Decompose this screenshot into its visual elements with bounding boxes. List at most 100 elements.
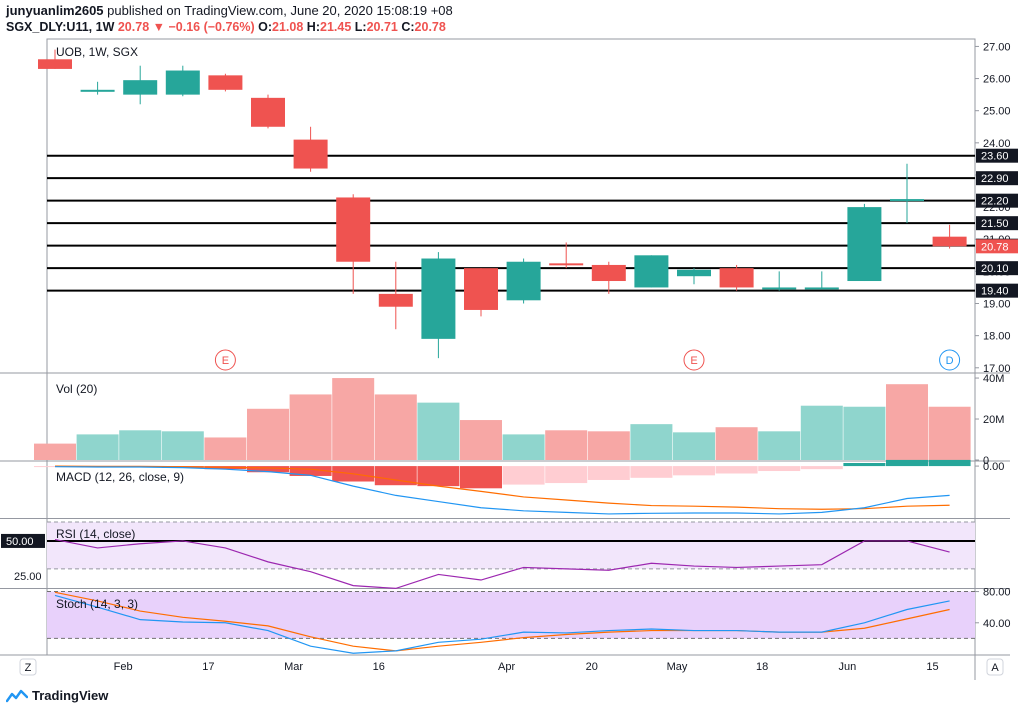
candle-body[interactable] [847,207,882,282]
volume-bar[interactable] [715,427,758,460]
time-tick-label: Mar [284,661,303,673]
volume-bar[interactable] [374,394,417,460]
time-tick-label: 18 [756,661,768,673]
candle-body[interactable] [634,255,669,288]
price-badge-label: 22.20 [981,196,1009,208]
candle-body[interactable] [165,70,200,95]
event-marker-label: D [946,355,954,367]
price-badge [976,193,1018,208]
autoscale-a-button[interactable] [986,658,1004,676]
macd-histogram-bar[interactable] [928,459,971,467]
time-tick-label: Feb [114,661,133,673]
macd-histogram-bar[interactable] [374,466,417,486]
tradingview-brand[interactable]: TradingView [6,688,108,703]
candle-body[interactable] [890,199,924,202]
macd-histogram-bar[interactable] [460,466,502,489]
price-tick-label: 27.00 [983,41,1011,53]
macd-histogram-bar[interactable] [502,466,545,485]
candle-body[interactable] [677,269,711,277]
stoch-k-line[interactable] [54,594,950,654]
macd-histogram-bar[interactable] [843,463,886,467]
volume-bar[interactable] [587,431,630,460]
volume-bar[interactable] [161,431,204,460]
candle-body[interactable] [804,287,839,290]
macd-histogram-bar[interactable] [715,466,758,474]
time-tick-label: 17 [202,661,214,673]
volume-bar[interactable] [758,431,801,460]
price-tick-label: 18.00 [983,331,1011,343]
volume-bar[interactable] [928,406,971,460]
event-marker-circle[interactable] [939,349,961,371]
volume-bar[interactable] [417,402,460,460]
macd-histogram-bar[interactable] [587,466,630,480]
candle-body[interactable] [378,293,413,307]
volume-bar[interactable] [247,408,289,460]
macd-histogram-bar[interactable] [545,466,588,484]
price-badge-label: 23.60 [981,151,1009,163]
candle-body[interactable] [421,258,456,339]
volume-bar[interactable] [204,437,247,460]
macd-histogram-bar[interactable] [630,466,673,478]
candle-body[interactable] [293,139,328,169]
rsi-line[interactable] [54,538,950,590]
stoch-band [47,591,975,639]
volume-bar[interactable] [843,406,886,460]
volume-bar[interactable] [34,443,76,460]
candle-body[interactable] [336,197,371,262]
price-badge-label: 21.50 [981,218,1009,230]
rsi-legend: RSI (14, close) [56,527,135,541]
volume-bar[interactable] [886,384,928,460]
macd-histogram-bar[interactable] [417,466,460,487]
price-badge [976,216,1018,231]
time-tick-label: May [667,661,688,673]
candle-body[interactable] [80,89,115,92]
publisher-user[interactable]: junyuanlim2605 [6,3,104,18]
macd-histogram-bar[interactable] [289,466,332,476]
macd-histogram-bar[interactable] [247,466,289,473]
brand-label: TradingView [32,688,109,703]
volume-bar[interactable] [460,420,502,460]
low-label: L: [354,20,367,34]
macd-histogram-bar[interactable] [886,459,928,467]
price-badge [976,239,1018,254]
candle-body[interactable] [251,97,285,127]
macd-histogram-bar[interactable] [758,466,801,472]
event-marker-circle[interactable] [683,349,705,371]
autoscale-z-button[interactable] [19,658,37,676]
volume-bar[interactable] [673,432,715,460]
candle-body[interactable] [123,80,158,95]
candle-body[interactable] [549,263,584,266]
price-tick-label: 24.00 [983,138,1011,150]
volume-bar[interactable] [545,430,588,460]
price-badge-label: 20.78 [981,241,1009,253]
ohlc-line: SGX_DLY:U11, 1W 20.78 ▼ −0.16 (−0.76%) O… [6,20,446,34]
candle-body[interactable] [932,236,967,247]
event-marker-circle[interactable] [214,349,236,371]
volume-bar[interactable] [800,405,843,460]
volume-bar[interactable] [332,378,375,460]
volume-bar[interactable] [289,394,332,460]
candle-body[interactable] [719,268,754,288]
candle-body[interactable] [208,75,243,90]
volume-bar[interactable] [502,434,545,460]
candle-body[interactable] [591,264,626,282]
candle-body[interactable] [762,287,797,290]
main-legend: UOB, 1W, SGX [56,45,138,59]
macd-signal-line[interactable] [54,465,950,510]
high-value: 21.45 [320,20,352,34]
candle-body[interactable] [464,268,498,310]
volume-bar[interactable] [630,424,673,460]
candle-body[interactable] [38,59,72,69]
volume-bar[interactable] [76,434,119,460]
volume-bar[interactable] [119,430,162,460]
volume-tick-label: 20M [983,414,1004,426]
price-badge-label: 20.10 [981,263,1009,275]
macd-histogram-bar[interactable] [673,466,715,476]
macd-line[interactable] [54,466,950,515]
macd-histogram-bar[interactable] [800,466,843,470]
macd-legend: MACD (12, 26, close, 9) [56,470,184,484]
low-value: 20.71 [366,20,398,34]
symbol-label: SGX_DLY:U11, 1W [6,20,115,34]
candle-body[interactable] [506,261,541,301]
